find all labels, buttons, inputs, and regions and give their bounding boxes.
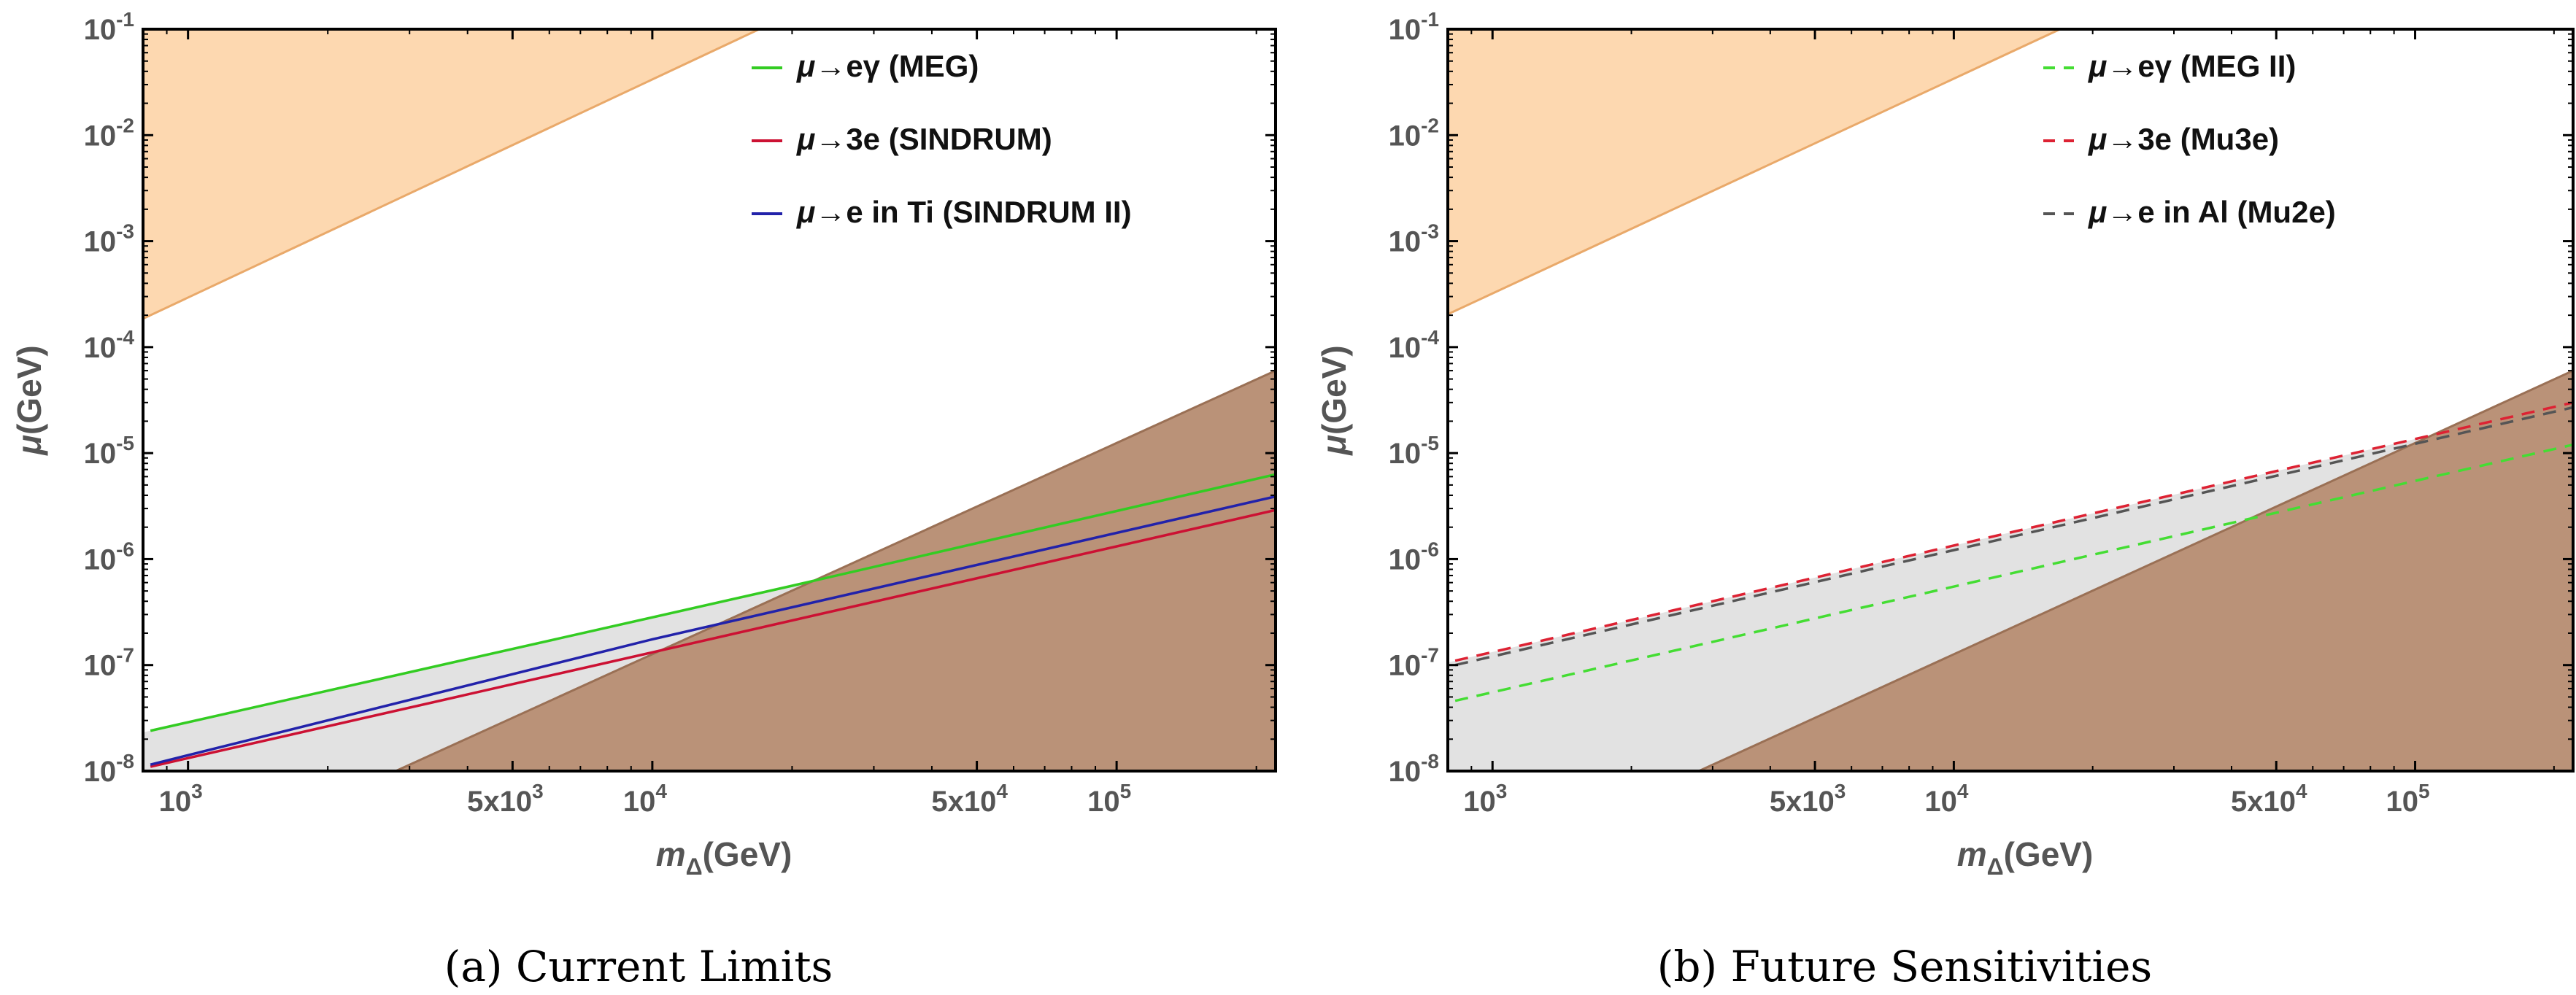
x-tick-label: 105 [1087,780,1131,818]
x-tick-label: 103 [1463,780,1507,818]
plot-content [143,29,1276,771]
y-tick-label: 10-2 [1389,114,1439,152]
orange-region-edge [1448,29,2061,316]
series-line-1 [150,473,1276,732]
y-tick-label: 10-1 [1389,8,1439,46]
x-tick-label: 5x103 [467,780,544,818]
y-tick-label: 10-8 [1389,750,1439,788]
y-tick-label: 10-4 [84,326,135,364]
plot-frame [142,28,1277,773]
legend-label-3: μ→e in Al (Mu2e) [2088,195,2336,229]
x-axis-label: mΔ(GeV) [1957,835,2094,880]
x-tick-label: 104 [623,780,668,818]
x-axis-label: mΔ(GeV) [656,835,793,880]
y-tick-label: 10-3 [84,220,134,258]
orange-region-edge [143,29,760,320]
x-tick-label: 103 [159,780,203,818]
y-tick-label: 10-1 [84,8,134,46]
chart-panel-2: 10-8 10-7 10-6 10-5 10-4 10-3 10-2 10-1 103 5x103… [1315,8,2575,991]
chart-panel-1: 10-8 10-7 10-6 10-5 10-4 10-3 10-2 10-1 103 5x103… [10,8,1277,991]
y-tick-label: 10-5 [84,432,134,470]
series-line-2 [1454,401,2573,662]
panel-caption: (a) Current Limits [444,942,833,991]
legend-label-2: μ→3e (SINDRUM) [796,122,1052,156]
legend-label-2: μ→3e (Mu3e) [2088,122,2279,156]
series-line-3 [150,495,1276,766]
y-tick-label: 10-6 [84,538,134,576]
brown-region-edge [395,369,1276,771]
panel-caption: (b) Future Sensitivities [1657,942,2152,991]
series-line-3 [1454,406,2573,667]
x-tick-label: 5x104 [931,780,1008,818]
y-axis-label: μ(GeV) [1315,345,1353,456]
legend-label-1: μ→eγ (MEG II) [2088,49,2296,83]
series-line-1 [1454,443,2573,702]
y-tick-label: 10-7 [1389,644,1439,682]
allowed-region [143,371,1276,771]
x-tick-label: 5x104 [2231,780,2307,818]
y-tick-label: 10-2 [84,114,134,152]
y-tick-label: 10-5 [1389,432,1439,470]
allowed-region [1448,371,2573,771]
legend-label-3: μ→e in Ti (SINDRUM II) [796,195,1132,229]
legend-label-1: μ→eγ (MEG) [796,49,979,83]
series-line-2 [150,508,1276,768]
y-tick-label: 10-6 [1389,538,1439,576]
y-tick-label: 10-3 [1389,220,1439,258]
y-tick-label: 10-8 [84,750,134,788]
x-tick-label: 105 [2386,780,2430,818]
x-tick-label: 104 [1924,780,1969,818]
x-tick-label: 5x103 [1770,780,1846,818]
y-axis-label: μ(GeV) [10,345,48,456]
y-tick-label: 10-7 [84,644,134,682]
y-tick-label: 10-4 [1389,326,1440,364]
plot-frame [1446,28,2575,773]
plot-content [1448,29,2573,771]
